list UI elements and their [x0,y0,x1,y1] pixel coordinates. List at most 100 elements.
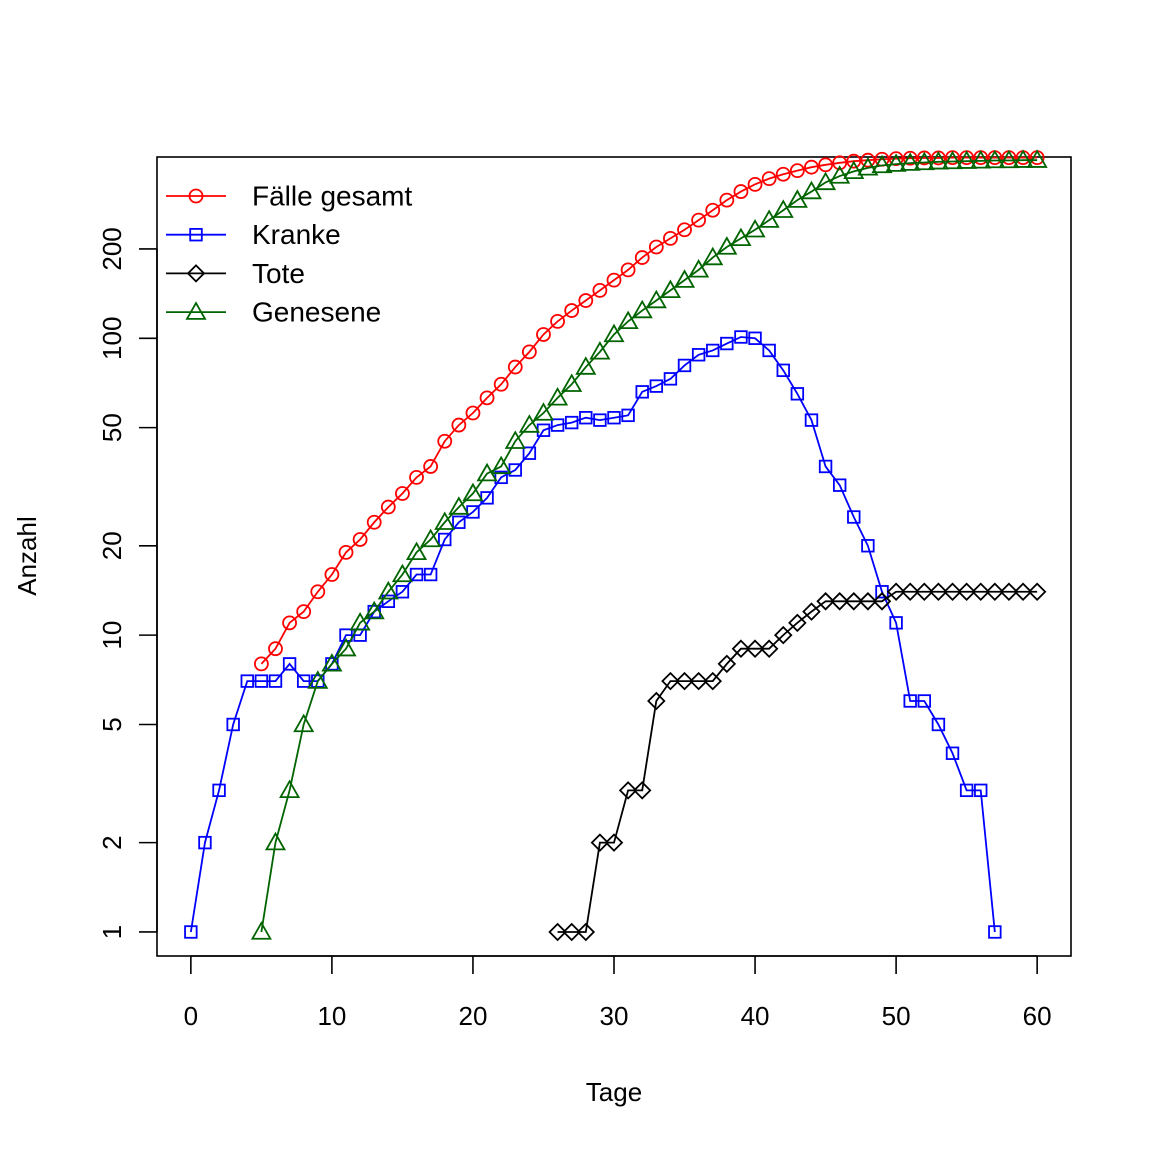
data-point [564,303,580,318]
data-point [521,344,537,360]
y-tick-label: 5 [97,717,127,731]
data-point [748,331,762,345]
data-point [366,514,382,530]
data-point [857,157,879,176]
data-point [941,150,964,170]
legend-label: Genesene [252,297,381,328]
data-point [409,567,424,582]
data-point [590,833,610,852]
x-tick-label: 0 [184,1001,198,1031]
legend-marker [188,188,204,204]
y-axis-title: Anzahl [12,516,42,596]
x-tick-label: 60 [1023,1001,1052,1031]
data-point [744,218,766,238]
data-point [579,411,593,425]
data-point [945,746,960,760]
legend-label: Kranke [252,219,341,250]
data-point [649,379,664,393]
data-point [635,385,649,399]
data-point [847,510,861,524]
data-point [490,455,512,475]
data-point [717,654,737,674]
x-tick-label: 40 [741,1001,770,1031]
series-kranke [184,330,1002,939]
data-point [802,602,821,621]
data-point [380,499,396,515]
data-point [617,310,639,330]
legend-marker [186,264,206,283]
data-point [548,922,567,942]
data-point [731,639,751,658]
data-point [184,925,198,939]
data-point [999,582,1019,602]
data-point [307,670,329,689]
legend-marker [189,227,203,242]
data-point [321,653,343,672]
data-point [349,612,371,631]
data-point [663,230,678,246]
data-point [861,539,875,553]
y-axis: 1 2 5 10 20 50 100 200 [97,227,158,939]
data-point [889,616,903,630]
data-point [943,582,962,602]
data-point [985,582,1005,602]
data-point [607,411,621,425]
data-point [448,496,470,515]
y-tick-label: 200 [97,227,127,270]
data-point [747,176,763,192]
data-point [465,405,481,421]
data-point [759,639,779,658]
series-line [260,159,1038,933]
data-point [815,171,837,191]
data-point [250,921,272,940]
data-point [971,582,991,602]
series-f-lle-gesamt [253,150,1045,672]
legend-entry: Tote [166,258,305,289]
y-tick-label: 50 [97,413,127,442]
data-point [762,343,776,358]
data-point [818,157,833,173]
data-point [462,482,484,502]
data-point [885,153,907,172]
data-point [927,151,949,170]
data-point [282,657,297,671]
data-point [830,592,849,611]
data-point [634,250,650,265]
data-point [391,563,413,583]
data-point [618,781,638,800]
x-tick-label: 30 [600,1001,629,1031]
data-point [844,592,864,611]
data-point [631,299,653,319]
data-point [254,674,269,688]
data-point [659,279,681,299]
data-point [903,694,917,708]
data-point [1027,582,1047,602]
data-point [296,604,312,620]
data-point [843,160,865,180]
data-point [575,356,597,375]
data-point [818,459,833,474]
data-point [522,446,537,460]
data-point [592,282,608,298]
legend-marker [185,301,207,320]
data-point [984,149,1006,169]
data-point [998,149,1020,169]
data-point [395,486,410,501]
data-point [663,372,678,386]
data-point [593,413,607,427]
data-point [675,671,694,691]
data-point [434,511,456,530]
data-point [789,163,805,179]
data-point [240,674,254,688]
y-tick-label: 10 [97,621,127,650]
data-point [377,580,399,600]
data-point [688,259,710,278]
data-point [915,582,934,602]
series-genesene [250,149,1048,940]
data-point [518,414,540,433]
data-point [804,159,819,175]
data-point [832,155,848,171]
data-point [1026,149,1048,168]
data-point [493,376,509,392]
